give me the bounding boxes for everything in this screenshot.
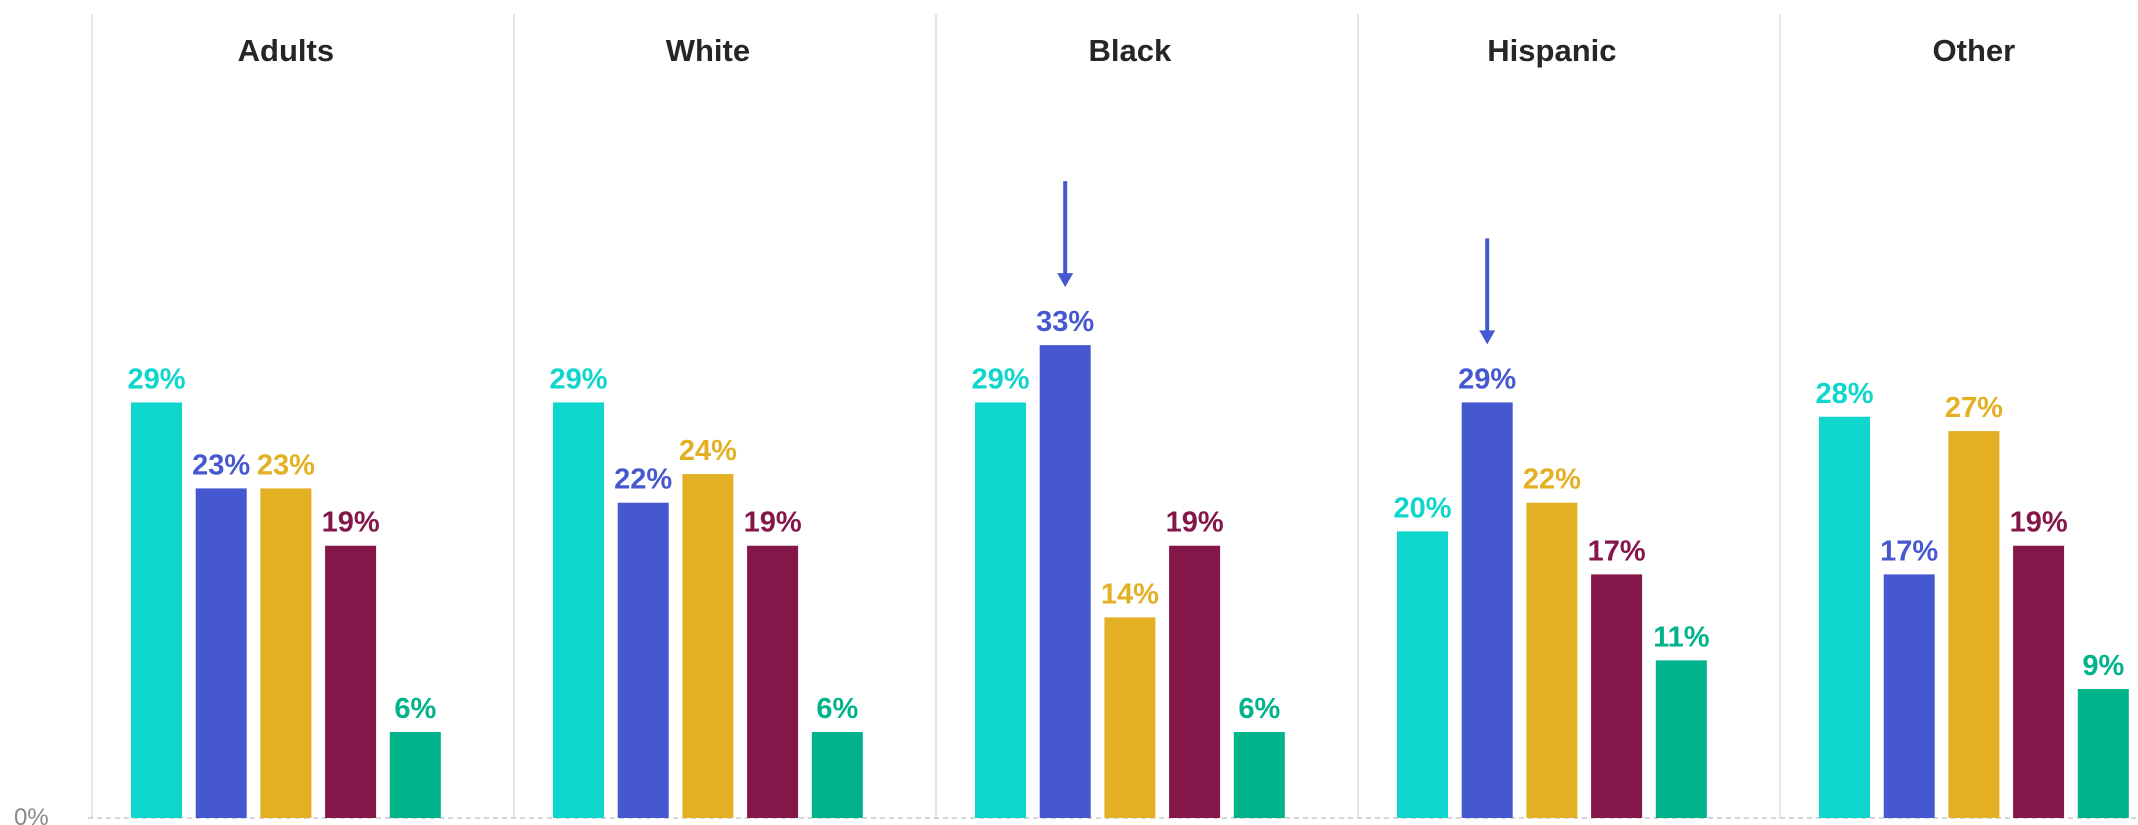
panel-title-adults: Adults [238, 33, 334, 68]
data-label-other-5: 9% [2082, 650, 2124, 682]
data-label-adults-3: 23% [257, 449, 315, 481]
bar-hispanic-5 [1655, 660, 1707, 818]
data-label-hispanic-1: 20% [1393, 492, 1451, 524]
data-label-hispanic-5: 11% [1653, 621, 1710, 653]
data-label-black-2: 33% [1036, 306, 1094, 338]
bar-other-5 [2077, 689, 2129, 818]
data-label-hispanic-2: 29% [1458, 363, 1516, 395]
data-label-other-3: 27% [1945, 392, 2003, 424]
data-label-white-3: 24% [679, 435, 737, 467]
arrow-hispanic [1479, 238, 1496, 345]
panel-title-white: White [666, 33, 750, 68]
bar-black-3 [1104, 617, 1156, 818]
panel-title-other: Other [1933, 33, 2016, 68]
data-label-white-5: 6% [816, 693, 858, 725]
data-label-black-4: 19% [1166, 507, 1224, 539]
data-label-white-1: 29% [549, 363, 607, 395]
annotation-arrows [1057, 181, 1496, 345]
data-label-white-4: 19% [744, 507, 802, 539]
bar-other-3 [1948, 431, 2000, 818]
bar-hispanic-3 [1526, 502, 1578, 818]
bar-other-4 [2013, 545, 2065, 818]
bar-white-4 [747, 545, 799, 818]
data-label-black-1: 29% [971, 363, 1029, 395]
bar-other-1 [1819, 416, 1870, 818]
arrow-black [1057, 181, 1074, 288]
value-labels: 29%23% 23%19%6%29%22%24%19%6%29%33%14%19%… [127, 306, 2124, 725]
panel-titles: Adults White Black Hispanic Other [238, 33, 2016, 68]
bar-adults-3 [260, 488, 312, 818]
panel-title-black: Black [1089, 33, 1172, 68]
bar-black-2 [1039, 345, 1091, 818]
bars [131, 345, 2129, 818]
data-label-other-1: 28% [1815, 378, 1873, 410]
data-label-adults-2: 23% [192, 449, 250, 481]
bar-adults-4 [325, 545, 377, 818]
bar-black-1 [975, 402, 1026, 818]
data-label-adults-5: 6% [394, 693, 436, 725]
bar-white-2 [617, 502, 669, 818]
bar-hispanic-1 [1397, 531, 1448, 818]
data-label-adults-1: 29% [127, 363, 185, 395]
bar-adults-5 [389, 732, 441, 818]
bar-adults-1 [131, 402, 182, 818]
bar-black-5 [1233, 732, 1285, 818]
data-label-other-2: 17% [1880, 535, 1938, 567]
panel-title-hispanic: Hispanic [1487, 33, 1616, 68]
panel-dividers [91, 14, 1781, 818]
bar-hispanic-4 [1591, 574, 1643, 818]
bar-other-2 [1883, 574, 1935, 818]
bar-white-1 [553, 402, 604, 818]
bar-adults-2 [195, 488, 247, 818]
data-label-hispanic-3: 22% [1523, 464, 1581, 496]
data-label-white-2: 22% [614, 464, 672, 496]
data-label-hispanic-4: 17% [1588, 535, 1646, 567]
bar-white-5 [811, 732, 863, 818]
y-axis-zero-label: 0% [14, 804, 49, 825]
data-label-other-4: 19% [2010, 507, 2068, 539]
arrow-head [1479, 330, 1496, 345]
bar-hispanic-2 [1461, 402, 1513, 818]
data-label-black-5: 6% [1238, 693, 1280, 725]
data-label-black-3: 14% [1101, 578, 1159, 610]
arrow-head [1057, 273, 1074, 288]
bar-black-4 [1169, 545, 1221, 818]
bar-white-3 [682, 474, 734, 818]
data-label-adults-4: 19% [322, 507, 380, 539]
